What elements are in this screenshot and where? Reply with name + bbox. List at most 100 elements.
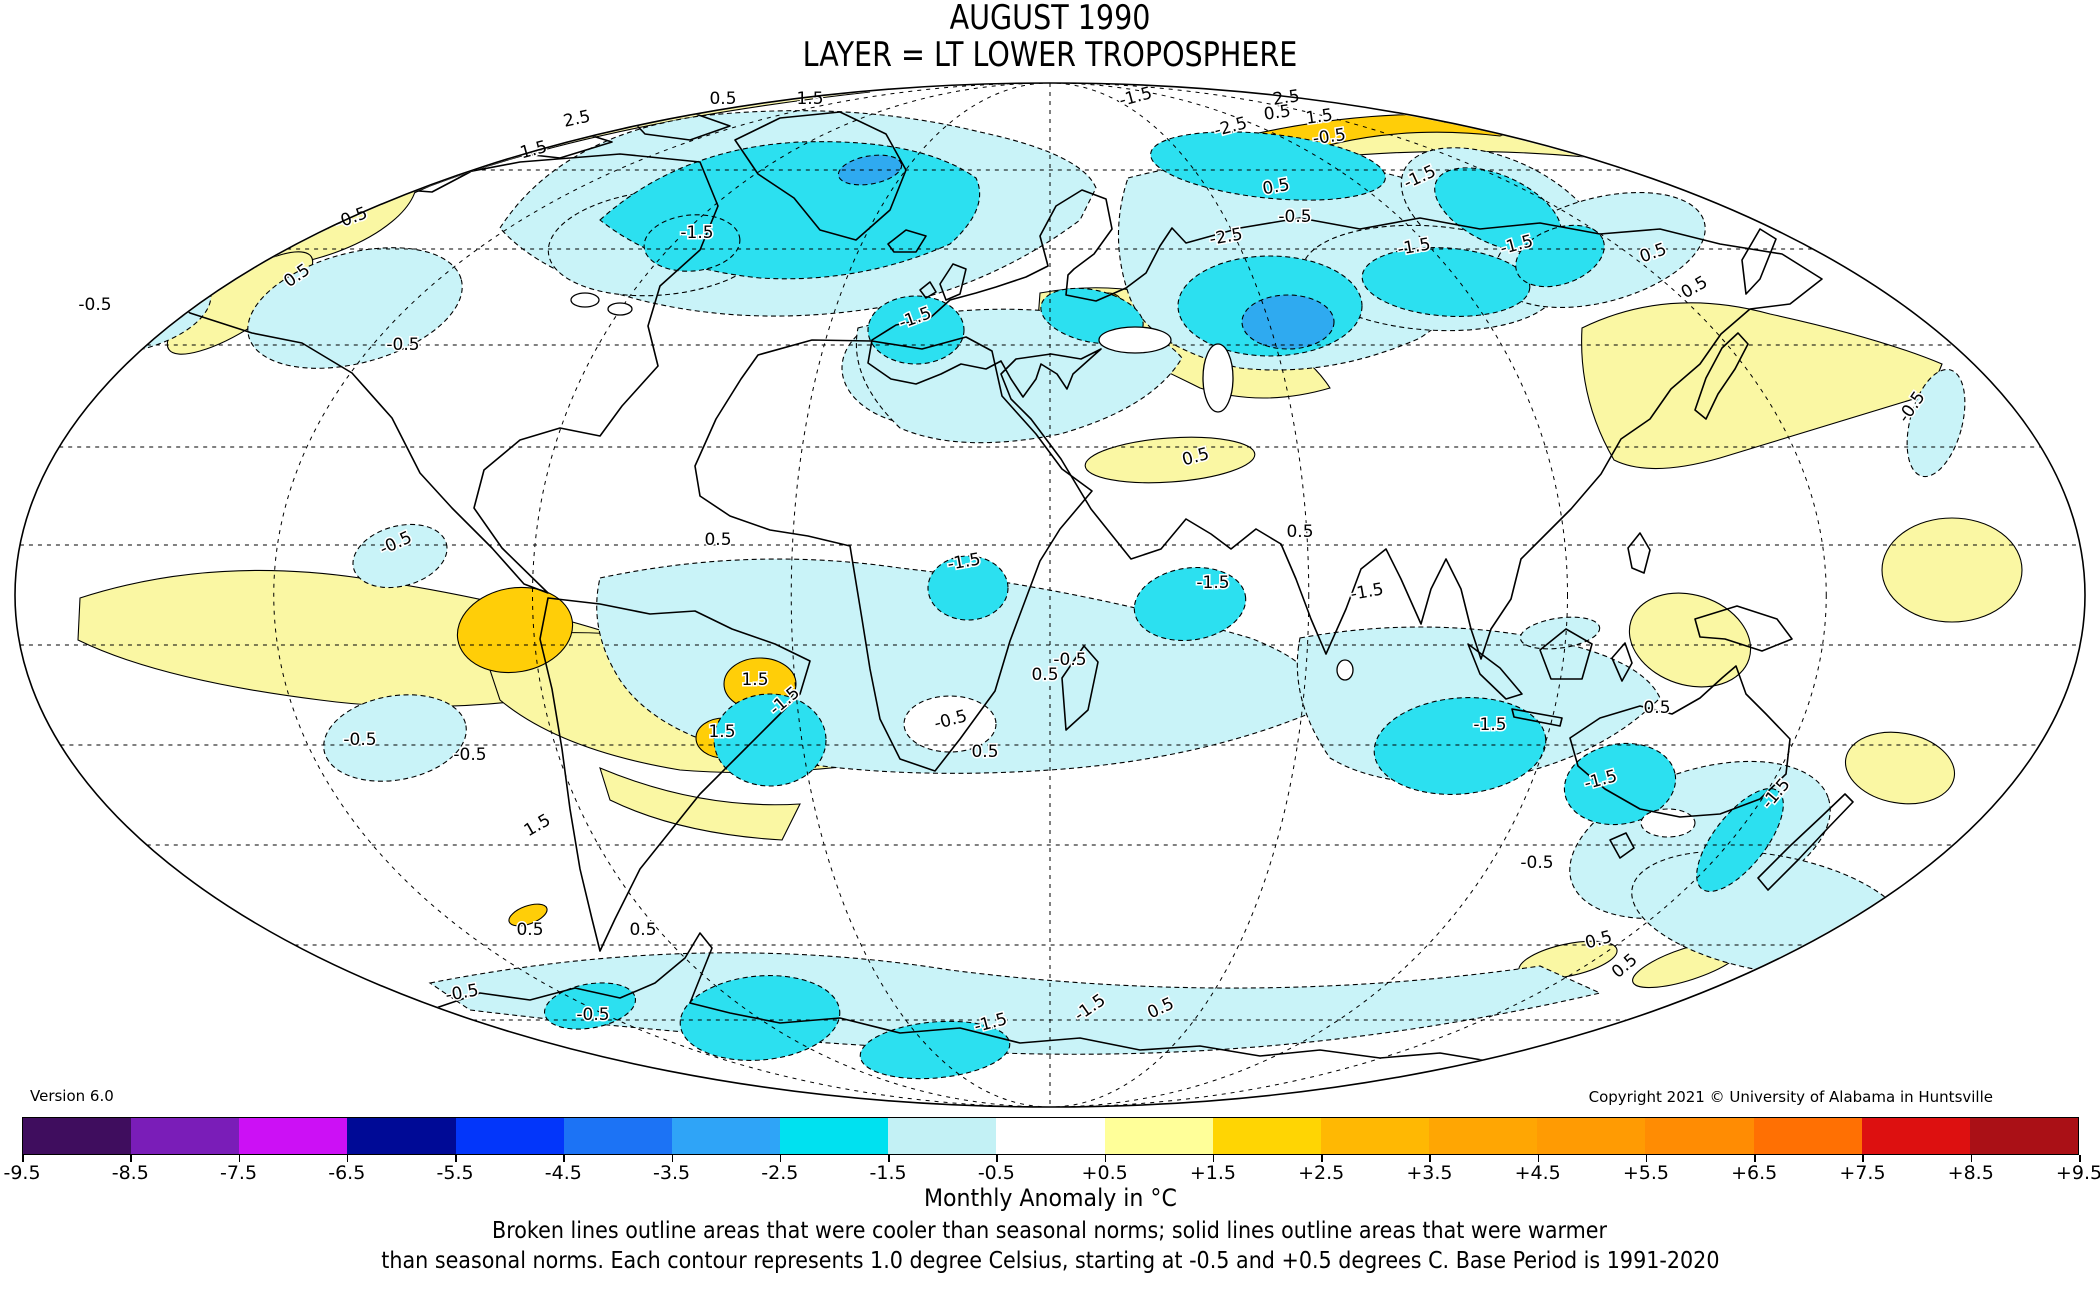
colorbar-tick bbox=[2079, 1155, 2081, 1162]
colorbar-tick-label: -8.5 bbox=[111, 1162, 149, 1184]
contour-label: 0.5 bbox=[1286, 522, 1313, 542]
anomaly-region bbox=[247, 247, 463, 369]
footer-line-1: Broken lines outline areas that were coo… bbox=[492, 1216, 1608, 1244]
colorbar-tick-label: -6.5 bbox=[328, 1162, 366, 1184]
colorbar-segment bbox=[1212, 1118, 1321, 1154]
colorbar-tick bbox=[1537, 1155, 1540, 1162]
globe-outline bbox=[14, 82, 2086, 1108]
colorbar-tick-label: +1.5 bbox=[1189, 1162, 1236, 1184]
contour-label: -0.5 bbox=[444, 980, 480, 1005]
coastline bbox=[1611, 642, 1633, 682]
colorbar-tick bbox=[455, 1155, 457, 1162]
coastline bbox=[887, 229, 927, 253]
colorbar-tick bbox=[1104, 1155, 1107, 1162]
coastline bbox=[1539, 628, 1593, 680]
world-map-svg: -0.50.5-0.5-0.52.51.50.5 1.5-1.5-1.5-1.5-… bbox=[14, 82, 2086, 1108]
anomaly-region bbox=[1133, 566, 1247, 642]
title-block: AUGUST 1990 LAYER = LT LOWER TROPOSPHERE bbox=[0, 0, 2100, 74]
colorbar-tick-label: -7.5 bbox=[219, 1162, 258, 1184]
colorbar-tick bbox=[671, 1155, 674, 1162]
colorbar-caption: Monthly Anomaly in °C bbox=[923, 1184, 1177, 1212]
coastline bbox=[1627, 532, 1651, 574]
anomaly-region bbox=[1696, 788, 1784, 892]
contour-label: -0.5 bbox=[386, 335, 419, 355]
colorbar-segment bbox=[1320, 1118, 1430, 1154]
version-label: Version 6.0 bbox=[30, 1087, 114, 1105]
colorbar-tick-label: +9.5 bbox=[2055, 1162, 2100, 1184]
anomaly-region bbox=[1906, 368, 1966, 478]
colorbar-segment bbox=[671, 1118, 781, 1154]
contour-label: 0.5 bbox=[629, 920, 656, 940]
coastline bbox=[867, 189, 1823, 660]
anomaly-region bbox=[1563, 742, 1677, 826]
meridian-line bbox=[273, 82, 1827, 1108]
contour-label: -1.5 bbox=[1473, 715, 1506, 735]
coastline bbox=[539, 597, 811, 952]
coastline bbox=[429, 932, 1681, 1106]
page-title: AUGUST 1990 bbox=[949, 0, 1151, 38]
anomaly-region bbox=[1844, 731, 1956, 805]
contour-label: -0.5 bbox=[343, 730, 376, 750]
anomaly-region bbox=[1628, 592, 1752, 688]
anomaly-region bbox=[1881, 517, 2023, 623]
colorbar-tick bbox=[238, 1155, 241, 1162]
coastlines bbox=[149, 111, 1854, 1106]
colorbar-tick bbox=[1862, 1155, 1864, 1162]
contour-label: 0.5 bbox=[1261, 175, 1291, 199]
colorbar-tick-label: +4.5 bbox=[1514, 1162, 1561, 1184]
contour-label: 0.5 bbox=[971, 742, 998, 762]
colorbar-segment bbox=[1645, 1118, 1754, 1154]
colorbar-tick bbox=[130, 1155, 132, 1162]
colorbar-tick-label: -4.5 bbox=[544, 1162, 582, 1184]
colorbar-tick bbox=[1429, 1155, 1431, 1162]
colorbar-tick bbox=[22, 1155, 24, 1162]
colorbar-tick-label: +8.5 bbox=[1947, 1162, 1994, 1184]
colorbar-segment bbox=[239, 1118, 348, 1154]
anomaly-region bbox=[1640, 808, 1696, 838]
anomaly-region bbox=[867, 295, 965, 365]
colorbar-segment bbox=[1969, 1118, 2078, 1154]
water-body bbox=[1098, 326, 1172, 354]
colorbar-segment bbox=[1429, 1118, 1538, 1154]
colorbar-tick-label: -2.5 bbox=[761, 1162, 799, 1184]
coastline bbox=[1569, 665, 1791, 818]
anomaly-region bbox=[508, 903, 548, 927]
page-subtitle: LAYER = LT LOWER TROPOSPHERE bbox=[802, 35, 1298, 75]
colorbar-ticks bbox=[22, 1155, 2081, 1163]
colorbar-segment bbox=[131, 1118, 240, 1154]
colorbar-tick-label: -3.5 bbox=[653, 1162, 691, 1184]
coastline bbox=[919, 281, 937, 299]
water-body bbox=[1202, 343, 1234, 413]
colorbar-segment bbox=[1537, 1118, 1646, 1154]
colorbar-segment bbox=[563, 1118, 672, 1154]
coastline bbox=[734, 111, 907, 241]
contour-label: 1.5 bbox=[708, 722, 735, 742]
anomaly-region bbox=[903, 695, 997, 753]
coastline bbox=[1741, 228, 1777, 295]
colorbar-segment bbox=[888, 1118, 997, 1154]
colorbar-segment bbox=[347, 1118, 456, 1154]
coastline bbox=[1694, 332, 1749, 420]
coastline bbox=[939, 263, 967, 301]
contour-label: -0.5 bbox=[453, 745, 486, 765]
anomaly-region bbox=[679, 975, 841, 1061]
colorbar-tick-label: -0.5 bbox=[977, 1162, 1015, 1184]
water-body bbox=[570, 292, 600, 308]
colorbar-tick bbox=[1321, 1155, 1323, 1162]
contour-label: -0.5 bbox=[1520, 853, 1553, 873]
contour-label: 1.5 bbox=[1305, 105, 1335, 129]
colorbar-tick bbox=[1970, 1155, 1973, 1162]
colorbar-tick bbox=[563, 1155, 565, 1162]
contour-label: 0.5 bbox=[1263, 101, 1293, 125]
contour-label: 1.5 bbox=[741, 670, 768, 690]
anomaly-region bbox=[1084, 436, 1256, 484]
footer-line-2: than seasonal norms. Each contour repres… bbox=[380, 1246, 1720, 1274]
colorbar-tick-label: +7.5 bbox=[1839, 1162, 1886, 1184]
meridian-line bbox=[532, 82, 1568, 1108]
anomaly-region bbox=[643, 214, 741, 272]
colorbar-segment bbox=[996, 1118, 1105, 1154]
anomaly-region bbox=[1515, 224, 1605, 288]
coastline bbox=[1511, 708, 1563, 727]
coastline bbox=[1609, 832, 1635, 859]
